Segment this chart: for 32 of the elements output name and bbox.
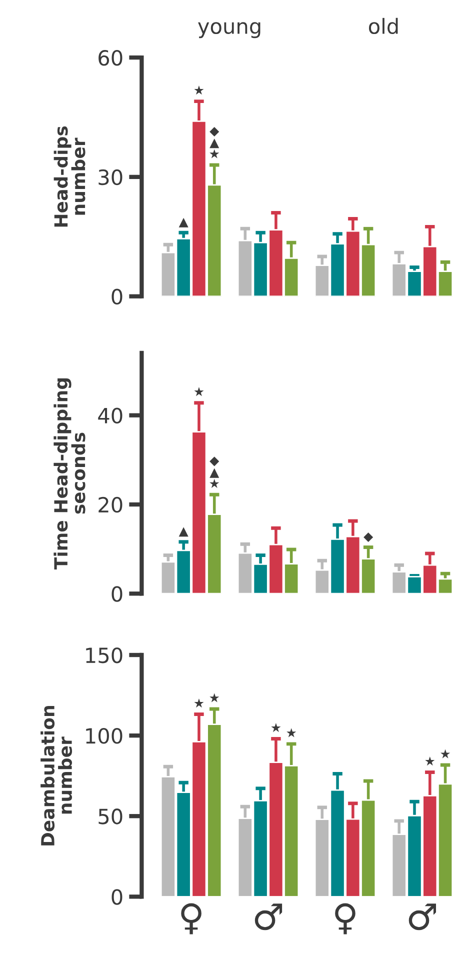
x-tick-label: ♂ (408, 904, 436, 930)
data-label: ◆ (364, 532, 374, 542)
data-label: ★ (194, 387, 204, 396)
x-tick-label: ♀ (181, 903, 202, 934)
data-label: ▲ (178, 218, 188, 228)
data-label: ★ (440, 749, 450, 758)
y-tick-label: 40 (98, 408, 122, 424)
y-tick-label: 50 (98, 808, 122, 824)
data-label: ★ (286, 728, 296, 738)
data-label: ★ (210, 693, 220, 702)
data-label: ★ (271, 722, 281, 732)
data-label: ★ (194, 698, 204, 708)
x-tick-label: ♂ (254, 904, 282, 930)
x-tick-label: ♀ (335, 903, 356, 934)
data-label: ▲ (178, 527, 188, 537)
text: old (368, 18, 398, 34)
y-tick-label: 60 (98, 50, 122, 66)
y-tick-label: 30 (98, 169, 122, 186)
y-tick-label: 0 (112, 288, 122, 305)
data-label: ◆ ▲ ★ (210, 126, 220, 158)
y-tick-label: 100 (86, 728, 122, 744)
y-tick-label: 0 (112, 889, 122, 905)
y-tick-label: 150 (86, 647, 122, 664)
y-tick-label: 20 (98, 496, 122, 513)
y-axis-title: Deambulation number (40, 706, 72, 846)
y-axis-title: Head-dips number (54, 126, 86, 227)
y-tick-label: 0 (112, 586, 122, 602)
data-label: ★ (194, 86, 204, 95)
data-label: ★ (425, 756, 435, 766)
data-label: ◆ ▲ ★ (210, 456, 220, 488)
text: young (198, 22, 260, 38)
y-axis-title: Time Head-dipping seconds (54, 378, 86, 570)
